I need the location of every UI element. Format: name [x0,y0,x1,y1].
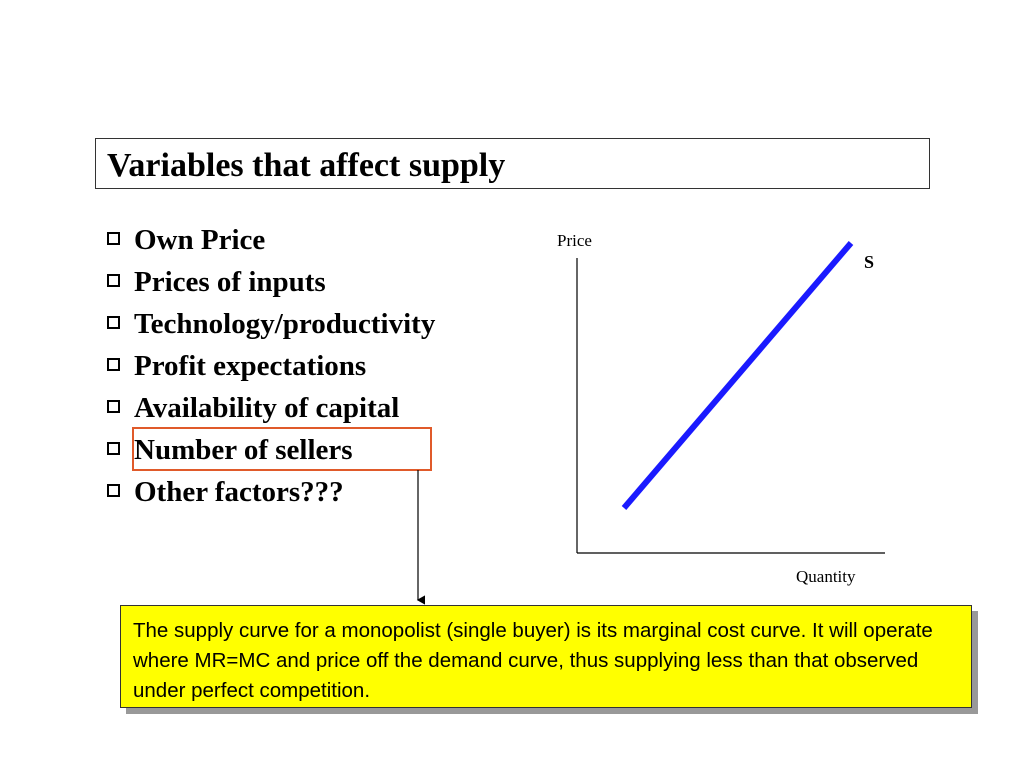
highlight-box [132,427,432,471]
bullet-marker [107,232,120,245]
curve-label: S [864,252,874,272]
bullet-item: Prices of inputs [107,261,326,303]
bullet-item: Number of sellers [107,429,353,471]
bullet-item: Availability of capital [107,387,399,429]
bullet-item: Technology/productivity [107,303,435,345]
slide-title: Variables that affect supply [95,138,930,189]
bullet-marker [107,442,120,455]
bullet-text: Number of sellers [134,434,353,466]
bullet-item: Profit expectations [107,345,366,387]
supply-curve [621,241,854,510]
bullet-item: Own Price [107,219,265,261]
bullet-text: Prices of inputs [134,266,326,298]
callout: The supply curve for a monopolist (singl… [120,605,972,708]
bullet-item: Other factors??? [107,471,344,513]
x-axis-label: Quantity [796,567,856,586]
y-axis-label: Price [557,231,592,250]
bullet-marker [107,400,120,413]
bullet-text: Other factors??? [134,476,344,508]
bullet-text: Own Price [134,224,266,256]
bullet-text: Technology/productivity [134,308,436,340]
bullet-text: Profit expectations [134,350,367,382]
bullet-text: Availability of capital [134,392,400,424]
bullet-marker [107,358,120,371]
bullet-marker [107,484,120,497]
bullet-marker [107,274,120,287]
bullet-marker [107,316,120,329]
